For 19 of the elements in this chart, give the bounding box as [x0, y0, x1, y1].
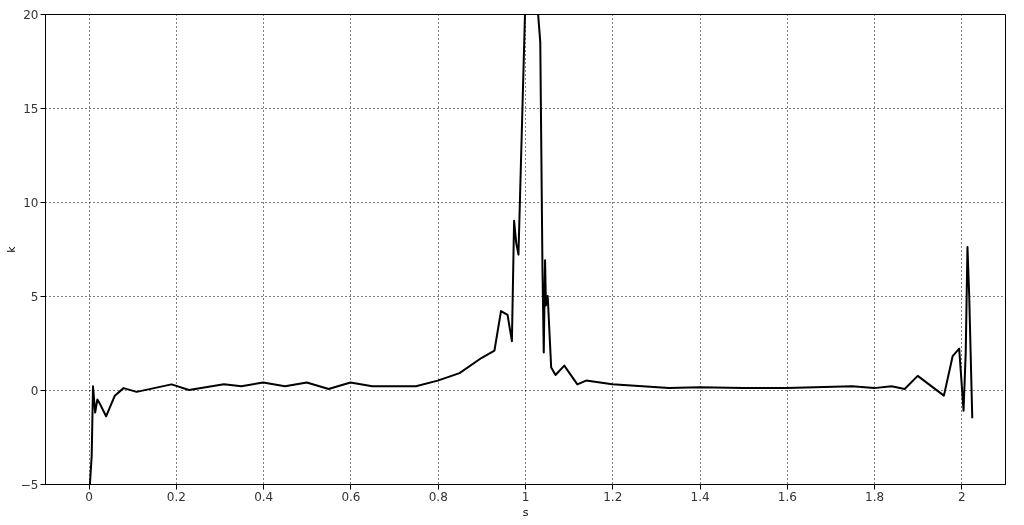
- y-axis-title: k: [4, 245, 18, 253]
- y-tick-label: 10: [23, 195, 39, 210]
- y-tick-label: 15: [23, 101, 39, 116]
- x-tick-label: 1: [521, 489, 530, 504]
- x-tick-label: 0.8: [428, 489, 448, 504]
- x-tick-label: 1.6: [777, 489, 797, 504]
- x-tick-label: 1.8: [865, 489, 885, 504]
- x-axis-title: s: [522, 505, 529, 519]
- y-tick-label: 5: [30, 289, 39, 304]
- x-tick-label: 0: [85, 489, 93, 504]
- y-tick-label: 0: [30, 383, 39, 398]
- y-tick-label: −5: [20, 477, 39, 492]
- y-tick-label: 20: [23, 7, 39, 22]
- x-tick-label: 1.2: [603, 489, 623, 504]
- x-tick-label: 1.4: [690, 489, 710, 504]
- x-tick-label: 0.2: [166, 489, 186, 504]
- x-tick-label: 0.4: [254, 489, 274, 504]
- x-tick-label: 0.6: [341, 489, 361, 504]
- x-tick-label: 2: [958, 489, 966, 504]
